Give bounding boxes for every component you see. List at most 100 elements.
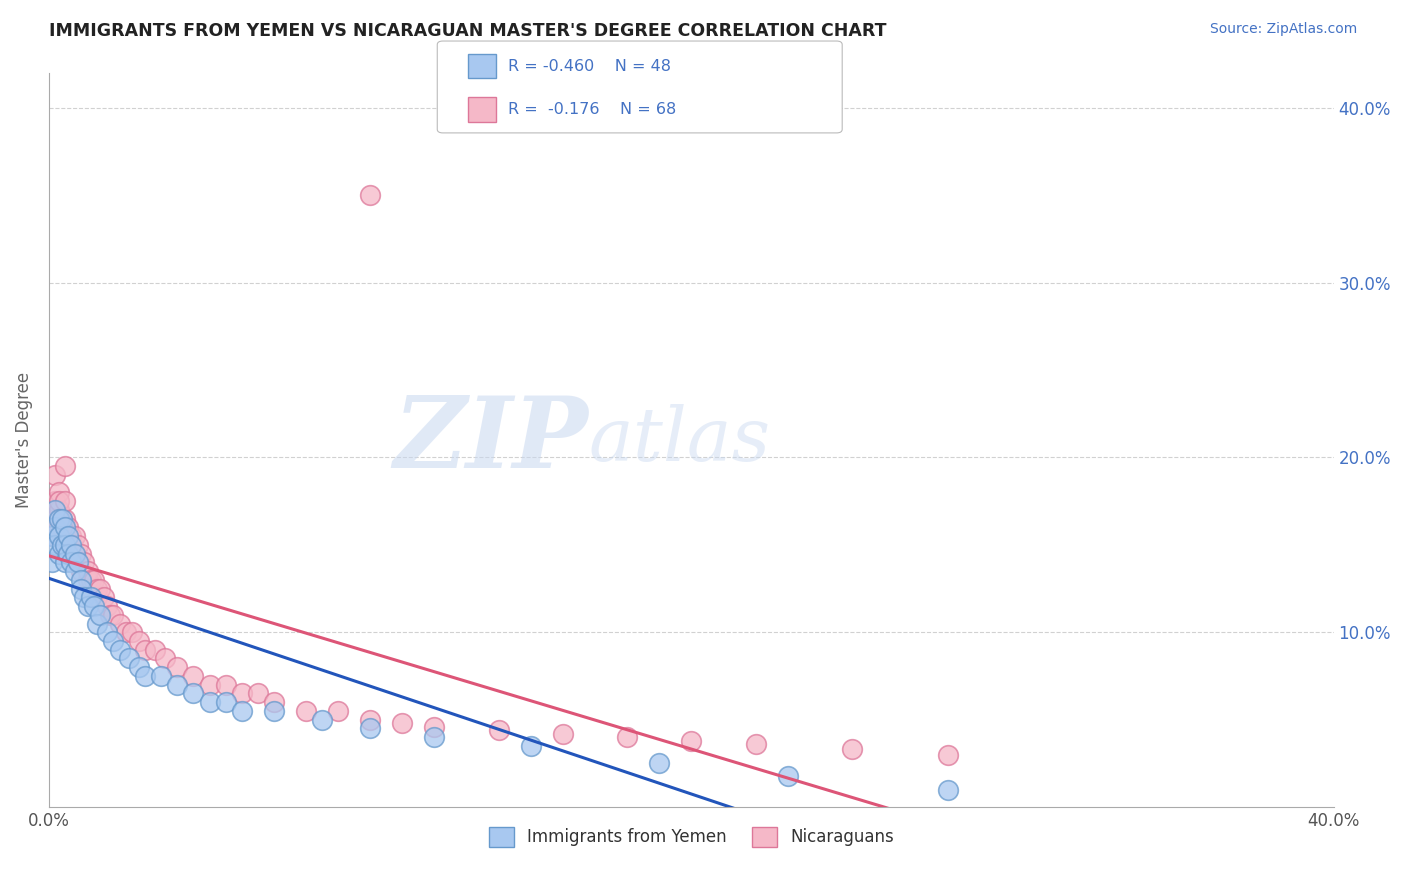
- Point: [48, 520, 70, 534]
- Text: ZIP: ZIP: [394, 392, 589, 488]
- Point: [198, 678, 221, 692]
- Point: [76, 599, 98, 613]
- Text: R =  -0.176    N = 68: R = -0.176 N = 68: [508, 103, 676, 117]
- Point: [44, 538, 66, 552]
- Point: [89, 582, 111, 596]
- Text: atlas: atlas: [589, 404, 770, 476]
- Point: [48, 511, 70, 525]
- Point: [70, 547, 93, 561]
- Point: [60, 538, 83, 552]
- Point: [41, 555, 63, 569]
- Point: [246, 686, 269, 700]
- Point: [295, 704, 318, 718]
- Point: [60, 529, 83, 543]
- Point: [423, 730, 446, 744]
- Point: [153, 651, 176, 665]
- Point: [73, 591, 96, 605]
- Point: [80, 573, 103, 587]
- Point: [58, 520, 80, 534]
- Point: [51, 538, 73, 552]
- Point: [58, 529, 80, 543]
- Point: [44, 511, 66, 525]
- Point: [44, 503, 66, 517]
- Point: [41, 529, 63, 543]
- Point: [118, 651, 141, 665]
- Legend: Immigrants from Yemen, Nicaraguans: Immigrants from Yemen, Nicaraguans: [482, 820, 900, 854]
- Point: [48, 503, 70, 517]
- Point: [86, 591, 108, 605]
- Point: [96, 599, 118, 613]
- Point: [103, 607, 125, 622]
- Point: [359, 722, 381, 736]
- Point: [128, 660, 150, 674]
- Point: [44, 520, 66, 534]
- Point: [681, 733, 703, 747]
- Point: [183, 669, 205, 683]
- Point: [96, 625, 118, 640]
- Point: [66, 555, 89, 569]
- Point: [63, 529, 86, 543]
- Point: [63, 547, 86, 561]
- Point: [519, 739, 541, 753]
- Point: [51, 520, 73, 534]
- Point: [121, 625, 143, 640]
- Point: [76, 564, 98, 578]
- Point: [166, 660, 188, 674]
- Point: [83, 599, 105, 613]
- Point: [359, 713, 381, 727]
- Point: [44, 467, 66, 482]
- Point: [551, 726, 574, 740]
- Point: [80, 591, 103, 605]
- Point: [58, 547, 80, 561]
- Point: [103, 634, 125, 648]
- Point: [166, 678, 188, 692]
- Point: [51, 529, 73, 543]
- Point: [143, 642, 166, 657]
- Point: [391, 716, 413, 731]
- Point: [936, 747, 959, 762]
- Point: [44, 494, 66, 508]
- Point: [76, 573, 98, 587]
- Point: [841, 742, 863, 756]
- Point: [41, 503, 63, 517]
- Point: [326, 704, 349, 718]
- Text: IMMIGRANTS FROM YEMEN VS NICARAGUAN MASTER'S DEGREE CORRELATION CHART: IMMIGRANTS FROM YEMEN VS NICARAGUAN MAST…: [49, 22, 887, 40]
- Point: [214, 678, 236, 692]
- Point: [89, 607, 111, 622]
- Point: [53, 555, 76, 569]
- Point: [108, 642, 131, 657]
- Point: [263, 704, 285, 718]
- Point: [44, 529, 66, 543]
- Point: [86, 582, 108, 596]
- Point: [51, 511, 73, 525]
- Point: [488, 723, 510, 738]
- Point: [776, 769, 799, 783]
- Point: [60, 555, 83, 569]
- Point: [53, 529, 76, 543]
- Point: [423, 720, 446, 734]
- Point: [63, 547, 86, 561]
- Point: [53, 459, 76, 474]
- Point: [60, 547, 83, 561]
- Point: [48, 494, 70, 508]
- Point: [63, 564, 86, 578]
- Point: [53, 511, 76, 525]
- Point: [744, 737, 766, 751]
- Point: [648, 756, 671, 771]
- Point: [51, 511, 73, 525]
- Point: [86, 616, 108, 631]
- Point: [53, 520, 76, 534]
- Point: [183, 686, 205, 700]
- Point: [98, 607, 121, 622]
- Point: [58, 538, 80, 552]
- Point: [66, 538, 89, 552]
- Point: [70, 573, 93, 587]
- Point: [936, 782, 959, 797]
- Point: [70, 582, 93, 596]
- Point: [616, 730, 638, 744]
- Point: [128, 634, 150, 648]
- Point: [83, 573, 105, 587]
- Y-axis label: Master's Degree: Master's Degree: [15, 372, 32, 508]
- Point: [231, 704, 253, 718]
- Point: [48, 511, 70, 525]
